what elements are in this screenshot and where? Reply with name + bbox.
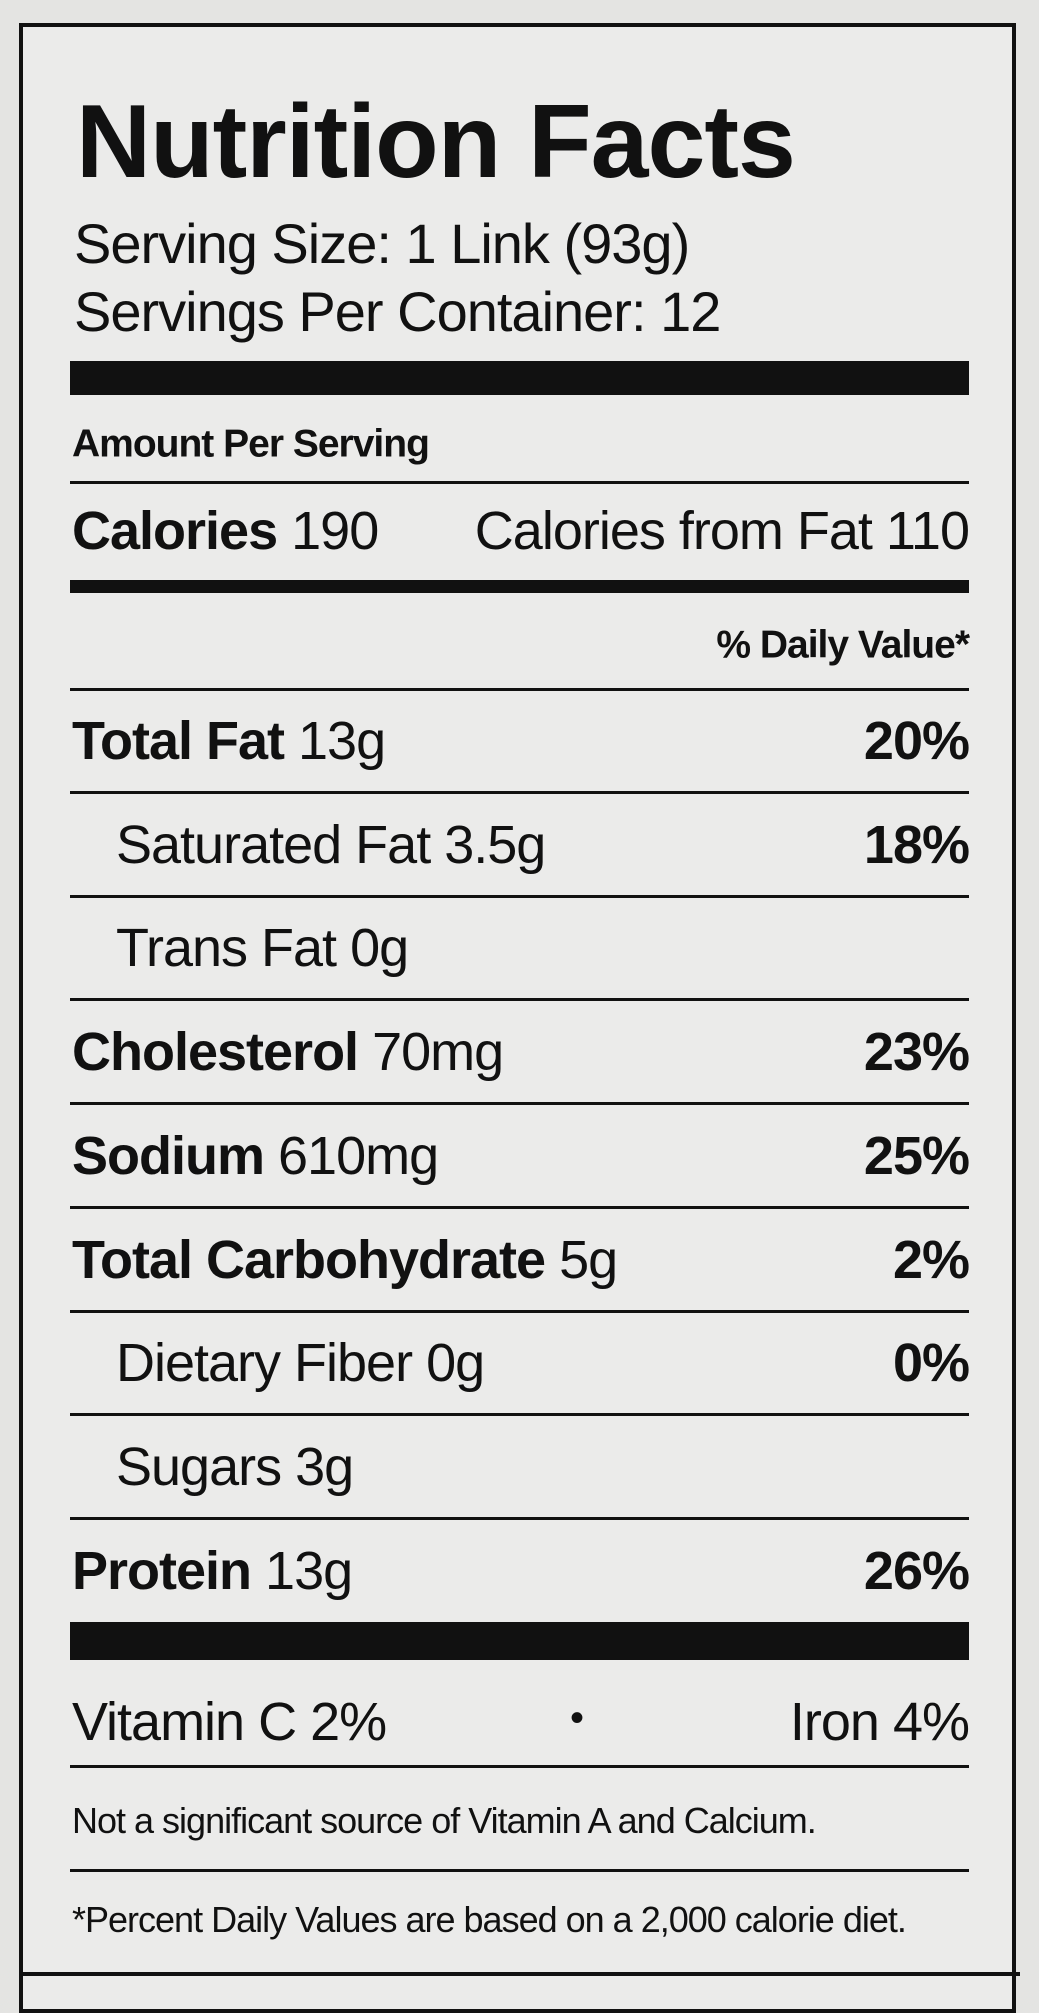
daily-value: 2% <box>892 1229 970 1290</box>
thick-rule <box>70 361 969 395</box>
nutrient-row: Cholesterol 70mg <box>72 1022 504 1083</box>
rule <box>70 1765 969 1768</box>
bullet: • <box>570 1696 585 1740</box>
rule <box>70 791 969 794</box>
medium-rule <box>70 580 969 593</box>
nutrient-row: Trans Fat 0g <box>116 918 409 979</box>
rule <box>70 1309 969 1313</box>
nutrition-label <box>19 23 1016 2013</box>
nutrient-row: Protein 13g <box>72 1540 353 1601</box>
rule <box>70 1516 969 1520</box>
thick-rule <box>70 1622 969 1660</box>
nutrient-amount: 3g <box>295 1436 354 1497</box>
daily-value: 23% <box>863 1022 970 1083</box>
vitamin: Iron 4% <box>789 1692 970 1752</box>
nutrient-amount: 610mg <box>278 1125 439 1186</box>
nutrient-name: Total Carbohydrate <box>72 1229 546 1290</box>
daily-value: 25% <box>863 1125 970 1186</box>
nutrient-name: Sodium <box>72 1125 265 1186</box>
nutrient-row: Saturated Fat 3.5g <box>116 814 546 875</box>
nutrient-name: Protein <box>72 1540 252 1601</box>
nutrient-amount: 13g <box>298 711 386 771</box>
title: Nutrition Facts <box>76 84 796 200</box>
footnote: Not a significant source of Vitamin A an… <box>72 1800 817 1841</box>
nutrient-row: Total Carbohydrate 5g <box>72 1229 618 1290</box>
daily-value: 18% <box>863 814 970 875</box>
amount-per-serving: Amount Per Serving <box>72 422 430 466</box>
calories-label: Calories <box>72 501 278 561</box>
rule <box>70 1869 969 1872</box>
nutrient-amount: 5g <box>559 1229 618 1290</box>
daily-value: 0% <box>892 1333 970 1394</box>
nutrient-name: Saturated Fat <box>116 814 431 875</box>
footnote: *Percent Daily Values are based on a 2,0… <box>72 1899 907 1940</box>
nutrient-name: Cholesterol <box>72 1022 359 1083</box>
daily-value-heading: % Daily Value* <box>716 623 970 667</box>
rule <box>70 1413 969 1417</box>
nutrient-row: Sugars 3g <box>116 1436 354 1497</box>
vitamin: Vitamin C 2% <box>72 1692 387 1752</box>
nutrient-amount: 0g <box>426 1333 485 1394</box>
nutrient-name: Trans Fat <box>116 918 337 979</box>
rule <box>70 1205 969 1209</box>
rule <box>70 894 969 898</box>
nutrient-row: Sodium 610mg <box>72 1125 439 1186</box>
nutrient-row: Total Fat 13g <box>72 711 386 771</box>
rule <box>70 481 969 484</box>
rule <box>70 688 969 691</box>
nutrient-amount: 3.5g <box>444 814 546 875</box>
daily-value: 26% <box>863 1540 970 1601</box>
rule <box>70 998 969 1002</box>
serving-size: Serving Size: 1 Link (93g) <box>74 212 690 275</box>
rule <box>19 1972 1020 1976</box>
nutrient-name: Total Fat <box>72 711 285 771</box>
servings-per-container: Servings Per Container: 12 <box>74 280 721 343</box>
daily-value: 20% <box>863 711 970 771</box>
nutrient-amount: 13g <box>265 1540 353 1601</box>
calories: Calories 190 <box>72 501 379 561</box>
calories-value: 190 <box>291 501 379 561</box>
nutrient-amount: 70mg <box>372 1022 504 1083</box>
rule <box>70 1102 969 1106</box>
nutrient-name: Sugars <box>116 1436 282 1497</box>
nutrient-row: Dietary Fiber 0g <box>116 1333 485 1394</box>
calories-from-fat: Calories from Fat 110 <box>474 501 970 561</box>
nutrient-amount: 0g <box>350 918 409 979</box>
nutrient-name: Dietary Fiber <box>116 1333 413 1394</box>
